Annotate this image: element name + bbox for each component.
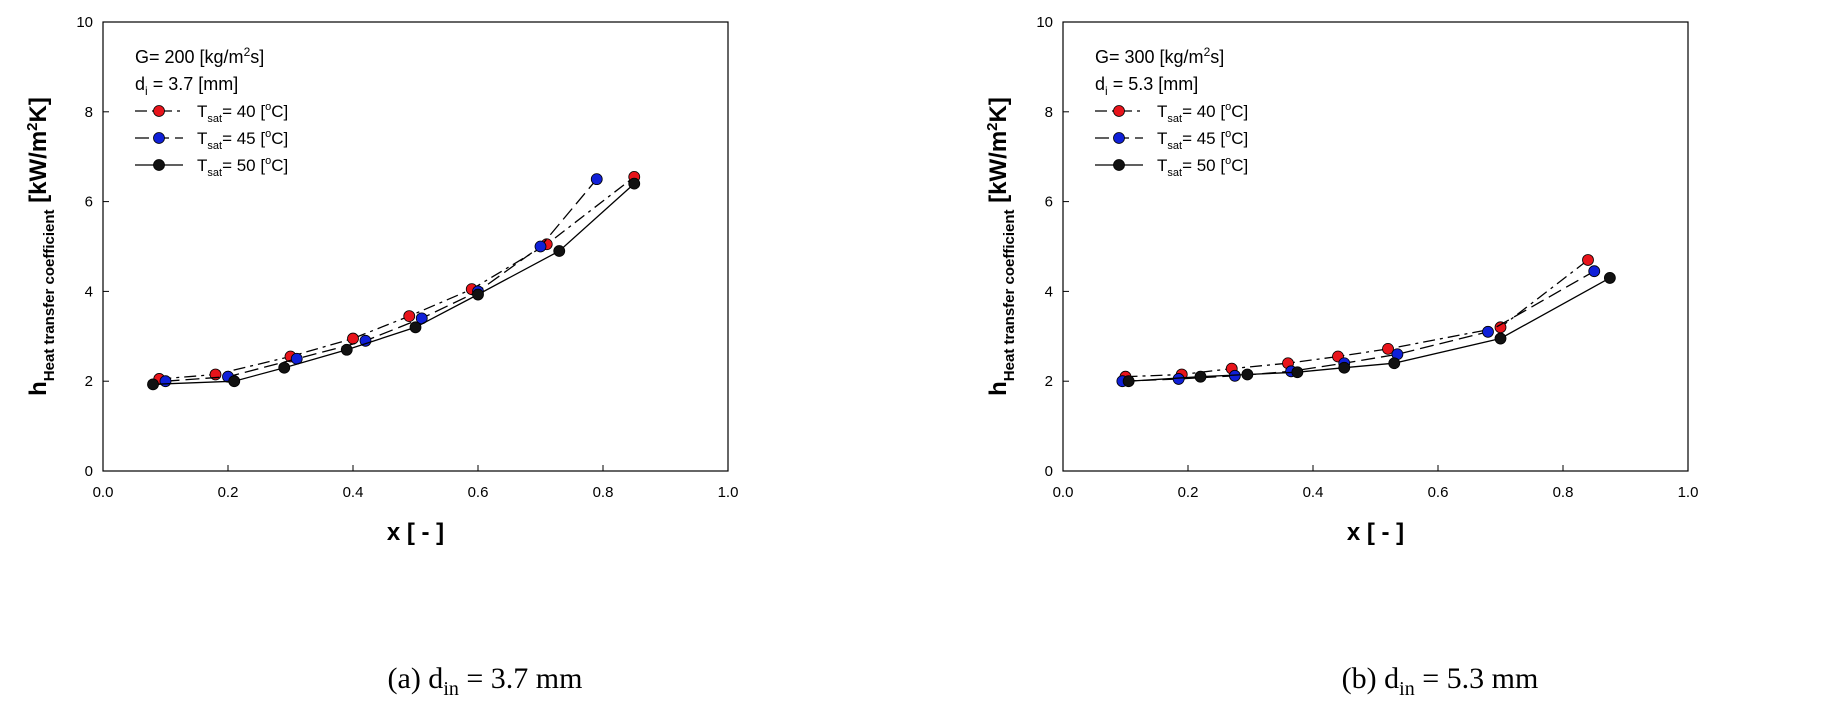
chart-0-series-1-line <box>165 178 598 382</box>
chart-1-series-2-point-7 <box>1603 272 1616 284</box>
chart-1-legend-label-2: Tsat= 50 [oC] <box>1157 155 1248 179</box>
chart-1-x-tick-label-5: 1.0 <box>1678 484 1699 501</box>
chart-a: 0.0 0.2 0.4 0.6 0.8 1.0 0 2 4 6 8 10 x [ - ] hHeat tr… <box>24 14 739 546</box>
chart-0-y-tick-label-0: 0 <box>85 463 93 480</box>
chart-0-series-2-point-4 <box>409 321 422 334</box>
chart-0-series-0-point-4 <box>403 310 416 322</box>
chart-0-legend-label-1: Tsat= 45 [oC] <box>197 128 288 152</box>
chart-0-legend-marker-2 <box>153 159 165 171</box>
chart-1-x-tick-label-0: 0.0 <box>1053 484 1074 501</box>
caption-a-suffix: = 3.7 mm <box>458 662 583 695</box>
chart-1-series-2-point-6 <box>1494 332 1507 345</box>
chart-0-series-2-point-0 <box>147 378 159 391</box>
chart-1-legend-marker-0 <box>1113 105 1125 117</box>
chart-0-series-2-point-7 <box>628 177 641 190</box>
chart-0-x-tick-label-5: 1.0 <box>718 484 739 501</box>
chart-0-legend-marker-1 <box>153 132 165 144</box>
chart-1-series-0-point-5 <box>1382 342 1394 355</box>
chart-0-x-tick-label-2: 0.4 <box>343 484 364 501</box>
chart-1-series-1-point-7 <box>1588 265 1601 278</box>
chart-0-legend-label-0: Tsat= 40 [oC] <box>197 101 288 125</box>
caption-b: (b) din = 5.3 mm <box>1190 662 1690 701</box>
chart-1-series-2-point-1 <box>1194 370 1207 383</box>
chart-0-series-1-point-0 <box>159 375 172 388</box>
chart-1-x-tick-label-2: 0.4 <box>1303 484 1324 501</box>
chart-0-series-0-point-3 <box>347 332 359 345</box>
chart-0-series-2-line <box>152 183 635 385</box>
chart-1-y-tick-label-3: 6 <box>1045 194 1053 211</box>
chart-1-legend-marker-2 <box>1113 159 1125 171</box>
caption-b-suffix: = 5.3 mm <box>1414 662 1539 695</box>
chart-1-y-axis-label: hHeat transfer coefficient [kW/m2K] <box>984 97 1018 396</box>
chart-1-legend-label-0: Tsat= 40 [oC] <box>1157 101 1248 125</box>
chart-1-legend-marker-1 <box>1113 132 1125 144</box>
chart-0-series-2-point-6 <box>553 245 566 257</box>
chart-0-y-axis-label: hHeat transfer coefficient [kW/m2K] <box>24 97 58 396</box>
chart-1-x-tick-label-4: 0.8 <box>1553 484 1574 501</box>
chart-0-series-1-point-3 <box>359 334 372 347</box>
caption-a-sub: in <box>443 678 459 700</box>
caption-b-sub: in <box>1399 678 1415 700</box>
chart-0-y-tick-label-2: 4 <box>85 283 93 300</box>
chart-0-legend-marker-0 <box>153 105 165 117</box>
caption-a-prefix: (a) d <box>387 662 444 695</box>
chart-1-y-tick-label-4: 8 <box>1045 104 1053 121</box>
chart-1-series-1-line <box>1122 270 1595 382</box>
chart-1-annotation-mass-flux: G= 300 [kg/m2s] <box>1095 45 1224 67</box>
chart-1-y-tick-label-0: 0 <box>1045 463 1053 480</box>
chart-0-x-axis-label: x [ - ] <box>387 519 444 546</box>
chart-0-series-1-point-6 <box>534 240 547 253</box>
chart-0-y-tick-label-1: 2 <box>85 373 93 390</box>
chart-1-series-2-point-0 <box>1122 375 1135 388</box>
chart-1-y-tick-label-2: 4 <box>1045 283 1053 300</box>
chart-1-y-tick-label-1: 2 <box>1045 373 1053 390</box>
chart-1-series-2-point-4 <box>1338 361 1351 374</box>
chart-0-x-tick-label-4: 0.8 <box>593 484 614 501</box>
chart-0-series-1-point-7 <box>590 173 603 186</box>
chart-0-y-tick-label-4: 8 <box>85 104 93 121</box>
chart-1-series-2-point-5 <box>1388 357 1401 370</box>
chart-0-plot-frame <box>102 21 729 472</box>
chart-1-series-1-point-6 <box>1482 325 1494 338</box>
chart-b: 0.0 0.2 0.4 0.6 0.8 1.0 0 2 4 6 8 10 x [ - ] hHeat tr… <box>984 14 1699 546</box>
chart-1-x-tick-label-3: 0.6 <box>1428 484 1449 501</box>
chart-0-series-2-point-5 <box>472 288 484 301</box>
chart-1-legend-label-1: Tsat= 45 [oC] <box>1157 128 1248 152</box>
chart-0-series-2-point-3 <box>340 343 353 356</box>
chart-1-series-2-line <box>1128 277 1611 382</box>
chart-0-y-tick-label-3: 6 <box>85 194 93 211</box>
chart-1-y-tick-label-5: 10 <box>1036 14 1053 31</box>
caption-b-prefix: (b) d <box>1341 662 1400 695</box>
chart-0-annotation-mass-flux: G= 200 [kg/m2s] <box>135 45 264 67</box>
chart-0-legend-label-2: Tsat= 50 [oC] <box>197 155 288 179</box>
chart-0-y-tick-label-5: 10 <box>76 14 93 31</box>
chart-1-x-axis-label: x [ - ] <box>1347 519 1404 546</box>
chart-0-annotation-diameter: di = 3.7 [mm] <box>135 74 238 98</box>
chart-1-annotation-diameter: di = 5.3 [mm] <box>1095 74 1198 98</box>
chart-1-x-tick-label-1: 0.2 <box>1178 484 1199 501</box>
chart-0-series-2-point-1 <box>228 375 241 388</box>
chart-0-series-2-point-2 <box>278 361 291 374</box>
chart-0-x-tick-label-1: 0.2 <box>218 484 239 501</box>
chart-1-plot-frame <box>1062 21 1689 472</box>
caption-a: (a) din = 3.7 mm <box>235 662 735 701</box>
chart-0-x-tick-label-0: 0.0 <box>93 484 114 501</box>
chart-0-x-tick-label-3: 0.6 <box>468 484 489 501</box>
chart-1-series-0-point-6 <box>1494 321 1507 334</box>
chart-1-series-0-point-7 <box>1582 254 1594 266</box>
chart-1-series-2-point-2 <box>1241 368 1254 381</box>
chart-1-series-0-line <box>1125 259 1589 378</box>
chart-1-series-2-point-3 <box>1291 366 1304 379</box>
chart-0-series-0-line <box>159 176 635 380</box>
